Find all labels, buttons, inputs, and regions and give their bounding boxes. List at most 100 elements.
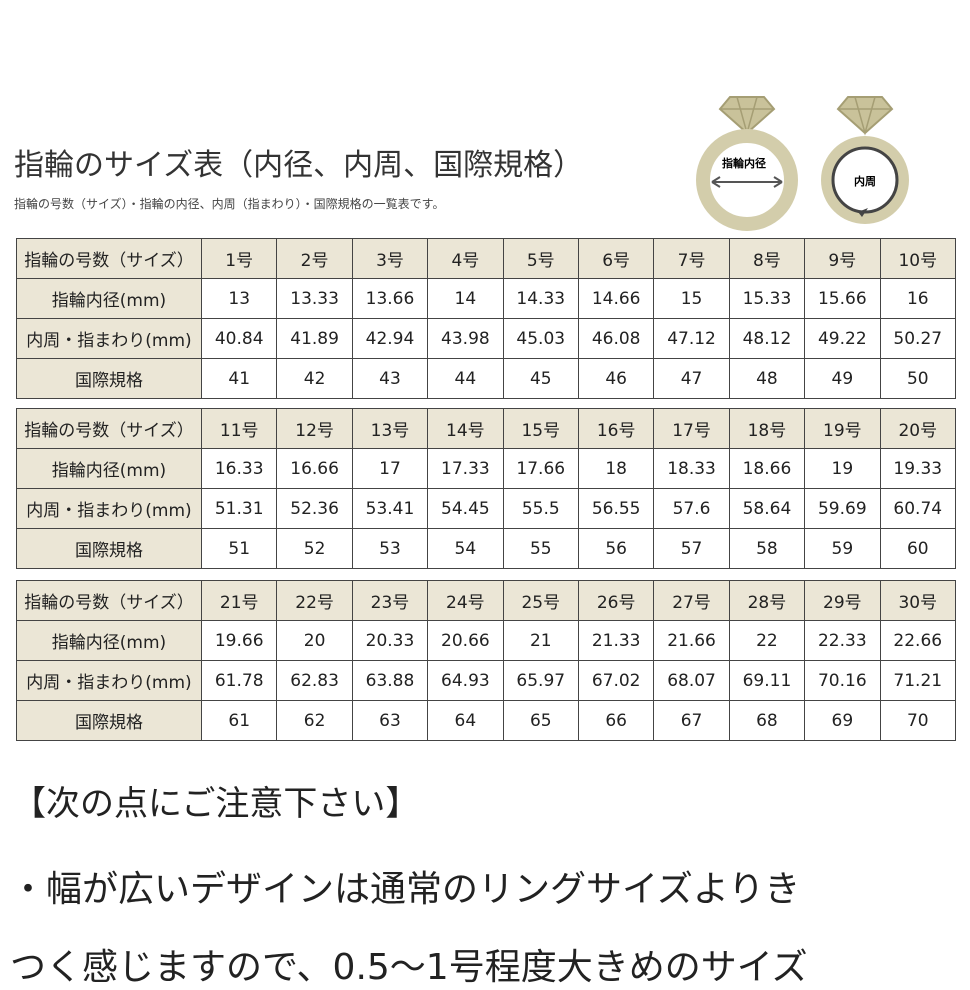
cell: 14号 [427,408,504,449]
cell: 59 [804,528,881,569]
cell: 5号 [502,238,579,279]
cell: 42.94 [351,318,429,359]
cell: 14.66 [577,278,655,319]
cell: 57 [653,528,730,569]
cell: 65 [502,700,579,741]
cell: 18 [577,448,655,489]
cell: 16.66 [276,448,353,489]
row-label: 内周・指まわり(mm) [16,660,202,701]
cell: 23号 [351,580,429,621]
table-row: 国際規格 61 62 63 64 65 66 67 68 69 70 [16,700,957,741]
row-label: 指輪の号数（サイズ） [16,408,202,449]
cell: 2号 [276,238,353,279]
cell: 64.93 [427,660,504,701]
cell: 9号 [804,238,881,279]
table-row: 国際規格 41 42 43 44 45 46 47 48 49 50 [16,358,957,399]
notice-heading: 【次の点にご注意下さい】 [12,784,420,824]
cell: 45 [502,358,579,399]
cell: 49 [804,358,881,399]
cell: 69 [804,700,881,741]
cell: 49.22 [804,318,881,359]
cell: 21.33 [577,620,655,661]
cell: 68.07 [653,660,730,701]
table-row: 内周・指まわり(mm) 51.31 52.36 53.41 54.45 55.5 56.55… [16,488,957,529]
cell: 63.88 [351,660,429,701]
cell: 18.33 [653,448,730,489]
cell: 13 [200,278,278,319]
cell: 43 [351,358,429,399]
icon-label: 内周 [854,174,876,188]
cell: 19.33 [879,448,957,489]
cell: 11号 [200,408,278,449]
cell: 47.12 [653,318,730,359]
notice-line: つく感じますので、0.5～1号程度大きめのサイズ [10,947,808,988]
cell: 22 [728,620,806,661]
cell: 22号 [276,580,353,621]
table-row: 指輪内径(mm) 13 13.33 13.66 14 14.33 14.66 15 15.33 1… [16,278,957,319]
cell: 6号 [577,238,655,279]
row-label: 指輪内径(mm) [16,448,202,489]
cell: 42 [276,358,353,399]
cell: 55 [502,528,579,569]
subtitle: 指輪の号数（サイズ）・指輪の内径、内周（指まわり）・国際規格の一覧表です。 [14,197,445,211]
table-row: 内周・指まわり(mm) 61.78 62.83 63.88 64.93 65.97 67.0… [16,660,957,701]
cell: 51 [200,528,278,569]
cell: 22.66 [879,620,957,661]
cell: 50.27 [879,318,957,359]
cell: 4号 [427,238,504,279]
cell: 12号 [276,408,353,449]
row-label: 指輪内径(mm) [16,620,202,661]
cell: 63 [351,700,429,741]
cell: 17 [351,448,429,489]
row-label: 国際規格 [16,358,202,399]
table-row: 国際規格 51 52 53 54 55 56 57 58 59 60 [16,528,957,569]
cell: 18号 [728,408,806,449]
cell: 56 [577,528,655,569]
cell: 27号 [653,580,730,621]
cell: 13.33 [276,278,353,319]
cell: 20 [276,620,353,661]
circumference-icon: 内周 [821,96,909,224]
cell: 70.16 [804,660,881,701]
cell: 15号 [502,408,579,449]
cell: 21.66 [653,620,730,661]
cell: 60 [879,528,957,569]
cell: 52 [276,528,353,569]
row-label: 内周・指まわり(mm) [16,488,202,529]
cell: 14 [427,278,504,319]
cell: 29号 [804,580,881,621]
cell: 65.97 [502,660,579,701]
row-label: 指輪の号数（サイズ） [16,238,202,279]
cell: 24号 [427,580,504,621]
cell: 43.98 [427,318,504,359]
cell: 21 [502,620,579,661]
diameter-icon: 指輪内径 [696,96,798,231]
cell: 15 [653,278,730,319]
cell: 16 [879,278,957,319]
cell: 28号 [728,580,806,621]
row-label: 国際規格 [16,700,202,741]
table-row: 指輪内径(mm) 16.33 16.66 17 17.33 17.66 18 18.33 18.… [16,448,957,489]
page: 指輪のサイズ表（内径、内周、国際規格） 指輪の号数（サイズ）・指輪の内径、内周（… [10,96,957,988]
cell: 62 [276,700,353,741]
cell: 58.64 [728,488,806,529]
cell: 26号 [577,580,655,621]
cell: 53 [351,528,429,569]
cell: 20号 [879,408,957,449]
ring-icons: 指輪内径 内周 [696,96,909,231]
size-table: 指輪の号数（サイズ） 21号 22号 23号 24号 25号 26号 27号 28号 29号 30号… [16,580,957,741]
cell: 48.12 [728,318,806,359]
cell: 19号 [804,408,881,449]
cell: 64 [427,700,504,741]
row-label: 指輪内径(mm) [16,278,202,319]
cell: 41 [200,358,278,399]
cell: 41.89 [276,318,353,359]
cell: 46 [577,358,655,399]
cell: 20.33 [351,620,429,661]
cell: 25号 [502,580,579,621]
cell: 67.02 [577,660,655,701]
cell: 55.5 [502,488,579,529]
cell: 17.66 [502,448,579,489]
cell: 47 [653,358,730,399]
cell: 19.66 [200,620,278,661]
